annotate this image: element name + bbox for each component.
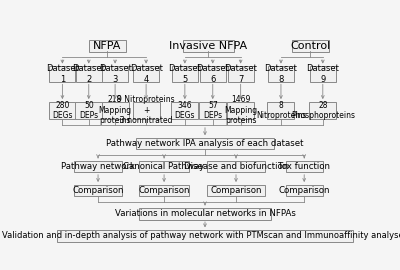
FancyBboxPatch shape [172,66,198,82]
Text: Comparison: Comparison [72,186,124,195]
Text: Validation and in-depth analysis of pathway network with PTMscan and Immunoaffin: Validation and in-depth analysis of path… [2,231,400,240]
Text: 50
DEPs: 50 DEPs [79,101,98,120]
Text: Comparison: Comparison [138,186,190,195]
FancyBboxPatch shape [49,66,76,82]
FancyBboxPatch shape [133,66,159,82]
FancyBboxPatch shape [75,102,102,119]
Text: Comparison: Comparison [278,186,330,195]
FancyBboxPatch shape [286,161,323,172]
Text: Canonical Pathway: Canonical Pathway [124,162,205,171]
FancyBboxPatch shape [309,102,336,119]
Text: 1469
Mapping
proteins: 1469 Mapping proteins [224,96,257,125]
Text: Comparison: Comparison [210,186,262,195]
Text: Dataset
4: Dataset 4 [130,64,162,84]
FancyBboxPatch shape [310,66,336,82]
FancyBboxPatch shape [140,161,189,172]
FancyBboxPatch shape [292,40,329,52]
Text: Dataset
7: Dataset 7 [224,64,257,84]
Text: Pathway network IPA analysis of each dataset: Pathway network IPA analysis of each dat… [106,139,304,148]
Text: Invasive NFPA: Invasive NFPA [169,41,247,51]
FancyBboxPatch shape [57,230,353,242]
FancyBboxPatch shape [74,185,122,196]
FancyBboxPatch shape [136,138,274,150]
Text: 28
Phosphoproteins: 28 Phosphoproteins [291,101,355,120]
Text: 8
Nitroproteins: 8 Nitroproteins [256,101,306,120]
Text: 57
DEPs: 57 DEPs [203,101,222,120]
Text: Tox function: Tox function [278,162,330,171]
FancyBboxPatch shape [199,102,226,119]
FancyBboxPatch shape [74,161,122,172]
FancyBboxPatch shape [139,208,271,220]
FancyBboxPatch shape [228,66,254,82]
FancyBboxPatch shape [133,102,160,119]
FancyBboxPatch shape [49,102,76,119]
FancyBboxPatch shape [286,185,323,196]
FancyBboxPatch shape [207,185,265,196]
Text: NFPA: NFPA [93,41,122,51]
FancyBboxPatch shape [102,102,128,119]
Text: Disease and biofunction: Disease and biofunction [184,162,288,171]
Text: Dataset
3: Dataset 3 [99,64,132,84]
FancyBboxPatch shape [89,40,126,52]
Text: Variations in molecular networks in NFPAs: Variations in molecular networks in NFPA… [114,209,296,218]
FancyBboxPatch shape [171,102,198,119]
FancyBboxPatch shape [102,66,128,82]
Text: 9 Nitroproteins
+
3 nonnitrated: 9 Nitroproteins + 3 nonnitrated [117,96,175,125]
Text: Dataset
2: Dataset 2 [72,64,105,84]
Text: Control: Control [290,41,330,51]
Text: Pathway network: Pathway network [61,162,135,171]
Text: 218
Mapping
proteins: 218 Mapping proteins [98,96,132,125]
FancyBboxPatch shape [227,102,254,119]
FancyBboxPatch shape [207,161,265,172]
Text: 346
DEGs: 346 DEGs [174,101,195,120]
Text: Dataset
1: Dataset 1 [46,64,79,84]
FancyBboxPatch shape [76,66,102,82]
Text: 280
DEGs: 280 DEGs [52,101,73,120]
Text: Dataset
5: Dataset 5 [168,64,201,84]
FancyBboxPatch shape [140,185,189,196]
Text: Dataset
9: Dataset 9 [306,64,339,84]
Text: Dataset
6: Dataset 6 [196,64,229,84]
FancyBboxPatch shape [268,66,294,82]
Text: Dataset
8: Dataset 8 [264,64,297,84]
FancyBboxPatch shape [268,102,294,119]
FancyBboxPatch shape [183,40,234,52]
FancyBboxPatch shape [200,66,226,82]
